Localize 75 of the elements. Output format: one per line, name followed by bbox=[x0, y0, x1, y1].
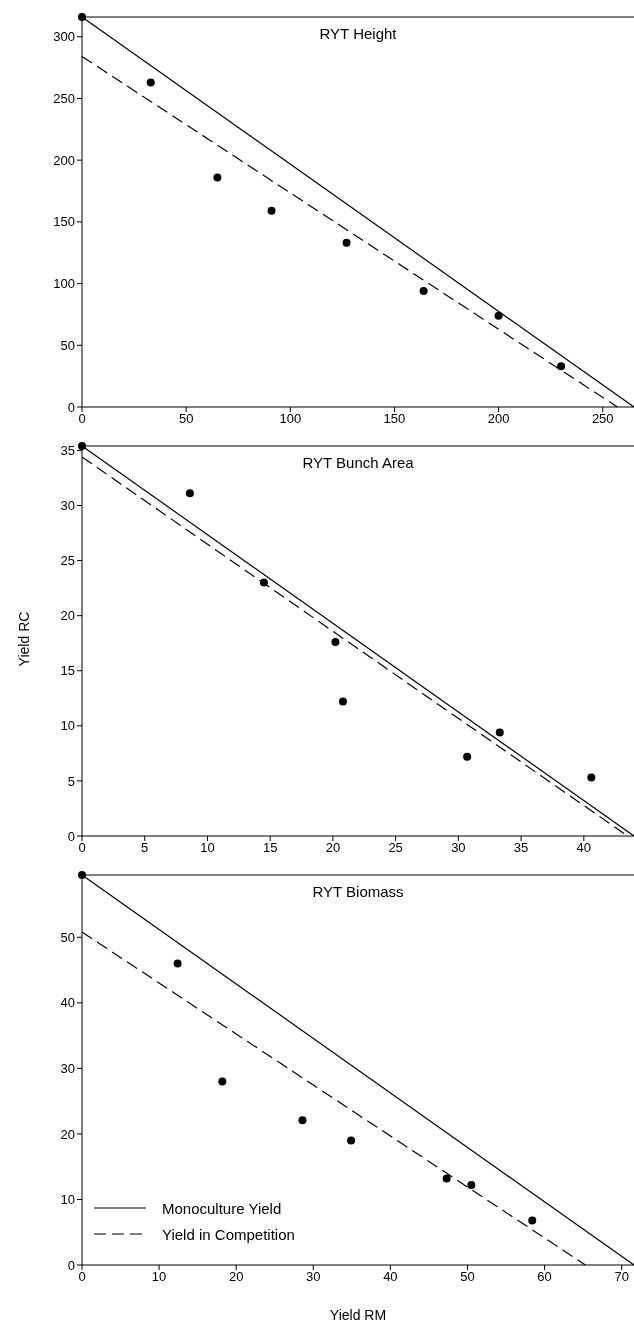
point bbox=[587, 773, 596, 782]
point bbox=[213, 173, 222, 182]
y-tick-label: 250 bbox=[53, 91, 75, 107]
y-tick-label: 100 bbox=[53, 276, 75, 292]
point bbox=[331, 638, 340, 647]
x-tick-label: 5 bbox=[141, 840, 149, 856]
x-tick-label: 35 bbox=[513, 840, 529, 856]
y-tick-label: 20 bbox=[60, 1126, 75, 1142]
x-tick-label: 100 bbox=[279, 411, 302, 427]
point bbox=[259, 578, 268, 587]
y-tick-label: 15 bbox=[60, 663, 75, 679]
y-tick-label: 150 bbox=[53, 214, 75, 230]
point bbox=[442, 1174, 451, 1183]
point bbox=[267, 206, 276, 215]
text: RYT Biomass bbox=[311, 883, 405, 900]
x-tick-label: 50 bbox=[178, 411, 194, 427]
point bbox=[218, 1077, 227, 1086]
x-tick-label: 0 bbox=[78, 411, 86, 427]
y-tick-label: 30 bbox=[60, 1060, 75, 1076]
point bbox=[494, 311, 503, 320]
point bbox=[78, 13, 86, 21]
point bbox=[528, 1216, 537, 1225]
point bbox=[557, 362, 566, 371]
point bbox=[347, 1136, 356, 1145]
y-tick-label: 25 bbox=[60, 553, 75, 569]
x-tick-label: 40 bbox=[576, 840, 592, 856]
y-tick-label: 20 bbox=[60, 608, 75, 624]
point bbox=[419, 286, 428, 295]
y-tick-label: 5 bbox=[67, 773, 75, 789]
x-tick-label: 15 bbox=[262, 840, 278, 856]
point bbox=[463, 752, 472, 761]
x-tick-label: 250 bbox=[591, 411, 614, 427]
x-tick-label: 30 bbox=[451, 840, 466, 856]
point bbox=[342, 238, 351, 247]
x-tick-label: 20 bbox=[325, 840, 341, 856]
point bbox=[495, 728, 504, 737]
x-tick-label: 0 bbox=[78, 1269, 86, 1285]
y-tick-label: 200 bbox=[53, 152, 75, 168]
point bbox=[185, 489, 194, 498]
y-tick-label: 30 bbox=[60, 498, 75, 514]
point bbox=[298, 1116, 307, 1125]
x-tick-label: 150 bbox=[383, 411, 406, 427]
x-tick-label: 40 bbox=[383, 1269, 398, 1285]
x-tick-label: 0 bbox=[78, 840, 86, 856]
point bbox=[173, 959, 182, 968]
y-tick-label: 300 bbox=[53, 29, 75, 45]
point bbox=[78, 871, 86, 879]
point bbox=[146, 78, 155, 87]
text: RYT Height bbox=[318, 25, 398, 42]
x-tick-label: 60 bbox=[537, 1269, 552, 1285]
x-tick-label: 50 bbox=[460, 1269, 475, 1285]
y-tick-label: 10 bbox=[60, 718, 75, 734]
legend-label: Monoculture Yield bbox=[162, 1199, 282, 1217]
x-tick-label: 10 bbox=[151, 1269, 167, 1285]
x-tick-label: 200 bbox=[487, 411, 510, 427]
point bbox=[78, 442, 86, 450]
x-tick-label: 10 bbox=[200, 840, 215, 856]
x-tick-label: 25 bbox=[388, 840, 403, 856]
y-axis-title: Yield RC bbox=[16, 610, 32, 669]
y-tick-label: 0 bbox=[67, 1257, 75, 1273]
y-tick-label: 40 bbox=[60, 995, 75, 1011]
legend-label: Yield in Competition bbox=[162, 1225, 295, 1243]
y-tick-label: 10 bbox=[60, 1192, 75, 1208]
point bbox=[467, 1181, 476, 1190]
y-tick-label: 35 bbox=[60, 443, 75, 459]
y-tick-label: 0 bbox=[67, 399, 75, 415]
y-tick-label: 50 bbox=[60, 337, 75, 353]
x-tick-label: 30 bbox=[306, 1269, 321, 1285]
y-tick-label: 50 bbox=[60, 929, 75, 945]
x-tick-label: 20 bbox=[228, 1269, 244, 1285]
text: RYT Bunch Area bbox=[301, 454, 415, 471]
y-tick-label: 0 bbox=[67, 828, 75, 844]
point bbox=[338, 697, 347, 706]
x-axis-title: Yield RM bbox=[328, 1307, 388, 1323]
x-tick-label: 70 bbox=[614, 1269, 629, 1285]
